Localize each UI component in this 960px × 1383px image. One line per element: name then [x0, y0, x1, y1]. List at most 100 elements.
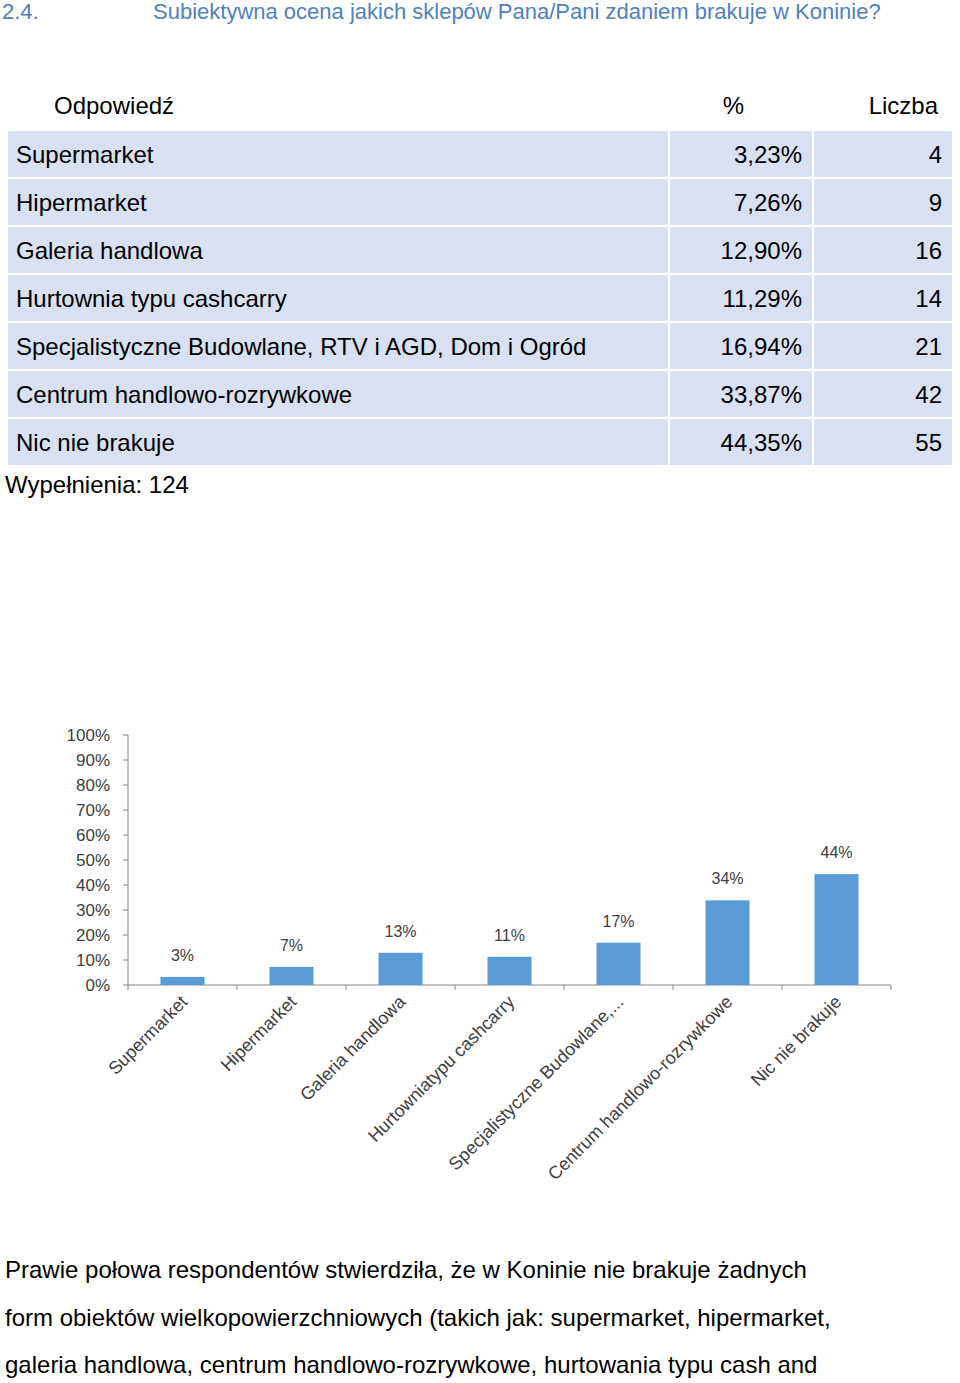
- data-label: 11%: [494, 927, 525, 944]
- table-cell: 9: [814, 179, 952, 225]
- x-tick: [891, 985, 892, 990]
- fill-note: Wypełnienia: 124: [5, 470, 189, 500]
- y-tick-label: 0%: [85, 976, 110, 995]
- bar: [379, 953, 423, 985]
- data-label: 13%: [384, 923, 416, 940]
- table-cell: 16: [814, 227, 952, 273]
- table-cell: 7,26%: [670, 179, 812, 225]
- paragraph-line: Prawie połowa respondentów stwierdziła, …: [5, 1254, 807, 1286]
- bar: [161, 977, 205, 985]
- cell-text: Nic nie brakuje: [16, 419, 175, 466]
- cell-text: 12,90%: [721, 227, 802, 274]
- table-header: %: [670, 82, 744, 130]
- heading: 2.4.Subiektywna ocena jakich sklepów Pan…: [0, 0, 960, 35]
- cell-text: 11,29%: [722, 275, 802, 322]
- y-tick: [123, 960, 128, 961]
- cell-text: Hipermarket: [16, 179, 147, 226]
- data-label: 3%: [171, 947, 194, 964]
- cell-text: 3,23%: [734, 131, 802, 178]
- cell-text: 16: [915, 227, 942, 274]
- cell-text: 4: [929, 131, 942, 178]
- table-cell: 4: [814, 131, 952, 177]
- table-cell: 55: [814, 419, 952, 465]
- cell-text: 9: [929, 179, 942, 226]
- x-tick-label: Hipermarket: [217, 992, 300, 1075]
- cell-text: Specjalistyczne Budowlane, RTV i AGD, Do…: [16, 323, 586, 370]
- bar: [270, 967, 314, 985]
- cell-text: 42: [915, 371, 942, 418]
- y-tick: [123, 860, 128, 861]
- y-tick: [123, 810, 128, 811]
- bar: [815, 874, 859, 985]
- data-label: 44%: [820, 844, 852, 861]
- table-cell: 33,87%: [670, 371, 812, 417]
- table-header: Liczba: [814, 82, 938, 130]
- table-cell: Hurtownia typu cashcarry: [8, 275, 668, 321]
- cell-text: 16,94%: [721, 323, 802, 370]
- table-cell: 3,23%: [670, 131, 812, 177]
- bar: [706, 900, 750, 985]
- y-tick: [123, 835, 128, 836]
- bar: [597, 943, 641, 985]
- cell-text: 14: [915, 275, 942, 322]
- cell-text: 7,26%: [734, 179, 802, 226]
- x-tick: [564, 985, 565, 990]
- x-tick: [346, 985, 347, 990]
- y-tick: [123, 735, 128, 736]
- table-cell: Specjalistyczne Budowlane, RTV i AGD, Do…: [8, 323, 668, 369]
- heading-text: Subiektywna ocena jakich sklepów Pana/Pa…: [153, 0, 881, 24]
- x-tick-label: Supermarket: [104, 992, 191, 1079]
- x-tick: [782, 985, 783, 990]
- data-label: 17%: [602, 913, 634, 930]
- table-cell: 16,94%: [670, 323, 812, 369]
- y-tick-label: 70%: [76, 801, 110, 820]
- table-cell: 42: [814, 371, 952, 417]
- table-cell: Supermarket: [8, 131, 668, 177]
- x-tick-label: Specjalistyczne Budowlane,...: [445, 992, 628, 1175]
- y-tick: [123, 910, 128, 911]
- table-cell: 14: [814, 275, 952, 321]
- table-cell: 11,29%: [670, 275, 812, 321]
- cell-text: 21: [915, 323, 942, 370]
- table-cell: Nic nie brakuje: [8, 419, 668, 465]
- y-tick-label: 50%: [76, 851, 110, 870]
- chart: 0% 10% 20% 30% 40% 50% 60% 70% 80% 90% 100% 3% 7% 13%…: [0, 0, 960, 1383]
- data-label: 7%: [280, 937, 303, 954]
- cell-text: 55: [915, 419, 942, 466]
- y-tick-label: 10%: [76, 951, 110, 970]
- x-tick: [128, 985, 129, 990]
- x-tick: [673, 985, 674, 990]
- cell-text: Hurtownia typu cashcarry: [16, 275, 287, 322]
- table-cell: Hipermarket: [8, 179, 668, 225]
- data-label: 34%: [711, 870, 743, 887]
- bars: [161, 874, 859, 985]
- table-cell: 12,90%: [670, 227, 812, 273]
- table-cell: 44,35%: [670, 419, 812, 465]
- y-tick-label: 40%: [76, 876, 110, 895]
- cell-text: 44,35%: [721, 419, 802, 466]
- table-cell: Centrum handlowo-rozrywkowe: [8, 371, 668, 417]
- y-tick-label: 100%: [67, 726, 110, 745]
- y-tick: [123, 785, 128, 786]
- y-tick: [123, 935, 128, 936]
- y-tick-label: 20%: [76, 926, 110, 945]
- y-tick: [123, 760, 128, 761]
- x-tick: [237, 985, 238, 990]
- cell-text: Galeria handlowa: [16, 227, 203, 274]
- y-tick-label: 60%: [76, 826, 110, 845]
- cell-text: Supermarket: [16, 131, 153, 178]
- y-tick: [123, 985, 128, 986]
- x-tick-label: Galeria handlowa: [296, 991, 410, 1105]
- paragraph-line: form obiektów wielkopowierzchniowych (ta…: [5, 1302, 831, 1334]
- bar: [488, 957, 532, 985]
- table-header: Odpowiedź: [54, 82, 174, 130]
- cell-text: Centrum handlowo-rozrywkowe: [16, 371, 352, 418]
- table-cell: Galeria handlowa: [8, 227, 668, 273]
- paragraph-line: galeria handlowa, centrum handlowo-rozry…: [5, 1349, 817, 1381]
- x-tick-label: Centrum handlowo-rozrywkowe: [544, 992, 736, 1184]
- table-cell: 21: [814, 323, 952, 369]
- y-tick-label: 30%: [76, 901, 110, 920]
- y-tick-label: 80%: [76, 776, 110, 795]
- cell-text: 33,87%: [721, 371, 802, 418]
- y-tick-label: 90%: [76, 751, 110, 770]
